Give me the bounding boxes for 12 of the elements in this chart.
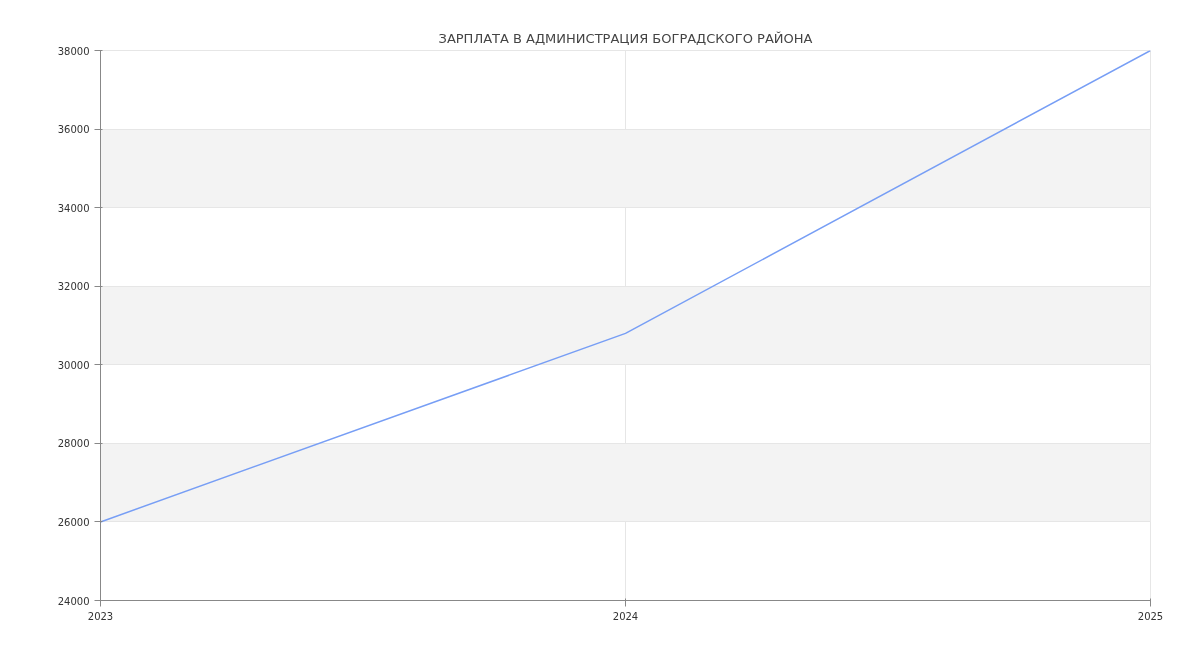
y-tick-label: 26000: [57, 516, 90, 528]
y-tick-label: 32000: [57, 281, 90, 293]
chart-title: ЗАРПЛАТА В АДМИНИСТРАЦИЯ БОГРАДСКОГО РАЙОНА: [438, 30, 813, 46]
y-tick-label: 34000: [57, 202, 90, 214]
y-tick-label: 24000: [57, 595, 90, 607]
x-tick-label: 2025: [1137, 610, 1164, 622]
y-tick-label: 36000: [57, 124, 90, 136]
x-tick-label: 2023: [87, 610, 114, 622]
y-tick-label: 28000: [57, 438, 90, 450]
y-tick-label: 38000: [57, 45, 90, 57]
y-tick-label: 30000: [57, 359, 90, 371]
x-tick-label: 2024: [612, 610, 639, 622]
